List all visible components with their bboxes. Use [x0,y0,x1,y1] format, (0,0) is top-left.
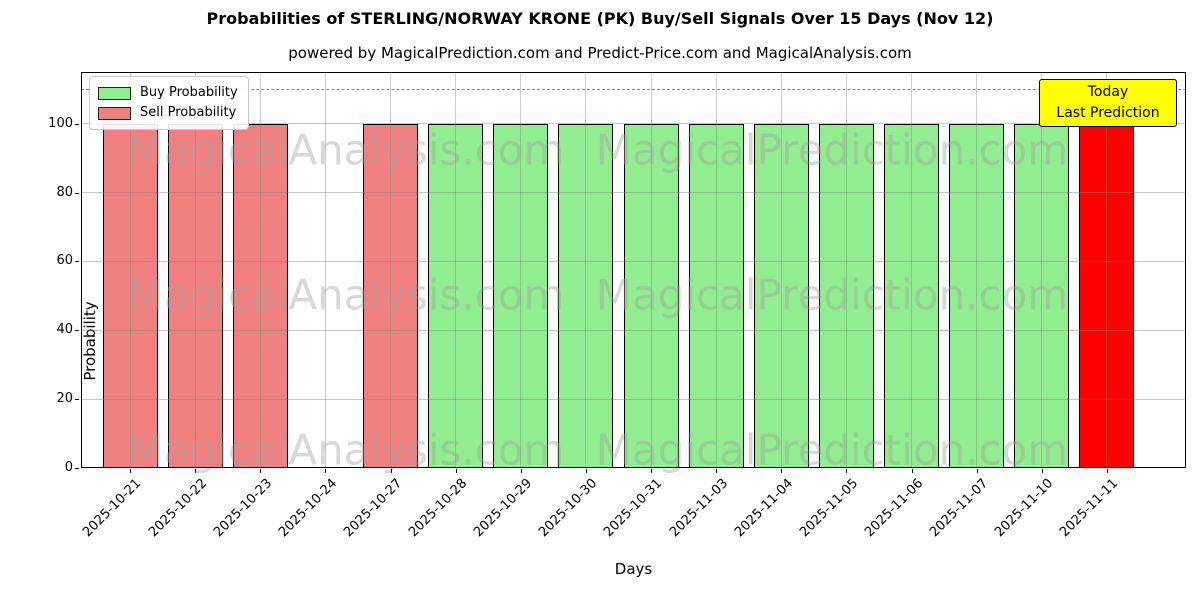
x-tick [520,469,522,473]
v-gridline [715,72,717,468]
x-tick-label-text: 2025-10-28 [406,476,471,541]
h-gridline [81,260,1186,262]
x-tick [260,469,262,473]
h-gridline [81,192,1186,194]
plot-area: Probability Days Buy Probability Sell Pr… [48,72,1186,578]
y-tick [75,123,79,125]
y-tick-label: 0 [64,460,73,475]
x-tick-label-text: 2025-10-27 [341,476,406,541]
x-tick-label-text: 2025-10-24 [275,476,340,541]
x-tick-label-text: 2025-11-06 [862,476,927,541]
x-tick-label-text: 2025-11-11 [1057,476,1122,541]
bar-2025-11-06 [884,123,940,468]
v-gridline [1041,72,1043,468]
x-tick-label-text: 2025-10-23 [210,476,275,541]
today-last-prediction-badge: Today Last Prediction [1039,79,1177,127]
today-line: Today [1087,84,1129,100]
x-tick [195,469,197,473]
legend-item-buy: Buy Probability [98,83,238,103]
y-tick [75,330,79,332]
bar-2025-10-27 [363,123,419,468]
y-tick-label: 80 [56,184,73,200]
bar-2025-10-31 [623,123,679,468]
legend-label-buy: Buy Probability [140,85,238,100]
last-prediction-line: Last Prediction [1056,105,1160,121]
bar-2025-10-23 [232,123,288,468]
y-tick-label: 40 [56,322,73,338]
bar-2025-10-29 [493,123,549,468]
bar-2025-11-07 [949,123,1005,468]
x-tick [781,469,783,473]
buy-color-swatch [98,86,131,100]
dashed-threshold-line [81,89,1186,91]
x-tick-label-text: 2025-10-22 [145,476,210,541]
h-gridline [81,123,1186,125]
y-tick [75,261,79,263]
legend-box: Buy Probability Sell Probability [89,76,249,130]
v-gridline [455,72,457,468]
h-gridline [81,398,1186,400]
bar-2025-11-03 [688,123,744,468]
bar-2025-10-28 [428,123,484,468]
bar-2025-10-22 [167,123,223,468]
x-tick-label-text: 2025-10-31 [601,476,666,541]
x-tick-label-text: 2025-11-05 [796,476,862,541]
v-gridline [324,72,326,468]
sell-color-swatch [98,106,131,120]
x-tick [130,469,131,473]
x-tick [651,469,653,473]
x-tick-label-text: 2025-11-03 [666,476,731,541]
v-gridline [650,72,652,468]
y-axis-label: Probability [81,301,99,381]
y-tick [75,192,79,194]
x-tick [846,469,848,473]
h-gridline [81,329,1186,331]
bar-2025-11-10 [1014,123,1070,468]
y-tick [75,468,79,469]
x-tick [716,469,718,473]
legend-label-sell: Sell Probability [140,105,237,120]
x-tick-label-text: 2025-10-21 [80,476,145,541]
x-tick [911,469,913,473]
y-tick-label: 20 [56,391,73,407]
bar-2025-10-30 [558,123,614,468]
x-tick [325,469,327,473]
chart-title: Probabilities of STERLING/NORWAY KRONE (… [206,9,994,28]
v-gridline [845,72,847,468]
bar-2025-11-11 [1079,123,1135,468]
x-tick-label-text: 2025-11-07 [927,476,992,541]
x-tick [455,469,457,473]
v-gridline [1106,72,1108,468]
v-gridline [976,72,978,468]
x-axis-label: Days [614,560,653,578]
y-tick-label: 100 [48,115,73,131]
x-tick-label-text: 2025-10-30 [536,476,601,541]
v-gridline [520,72,522,468]
v-gridline [780,72,782,468]
v-gridline [911,72,913,468]
x-tick-label-text: 2025-11-04 [731,476,796,541]
v-gridline [194,72,196,468]
x-tick [585,469,587,473]
v-gridline [585,72,587,468]
x-tick [1041,469,1043,473]
x-tick-label-text: 2025-10-29 [471,476,536,541]
legend-item-sell: Sell Probability [98,103,238,123]
y-tick [75,399,79,401]
chart-subtitle: powered by MagicalPrediction.com and Pre… [288,44,912,62]
x-tick [976,469,978,473]
bar-2025-11-05 [818,123,874,468]
v-gridline [390,72,392,468]
x-tick [390,469,392,473]
y-tick-label: 60 [56,253,73,269]
x-tick-label-text: 2025-11-10 [992,476,1057,541]
x-tick [1106,469,1108,473]
v-gridline [259,72,261,468]
v-gridline [129,72,131,468]
